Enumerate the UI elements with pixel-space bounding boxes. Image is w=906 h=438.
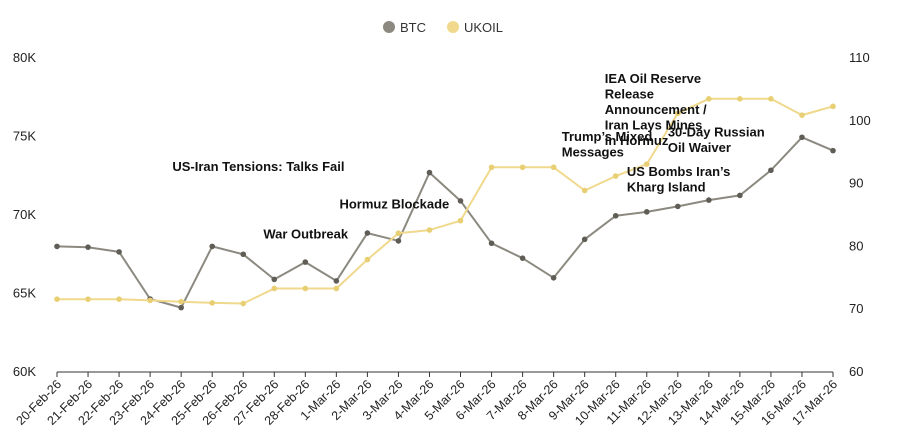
data-point-btc: [612, 212, 619, 219]
annotation-line: Kharg Island: [627, 179, 706, 194]
data-point-btc: [302, 259, 309, 265]
data-point-ukoil: [675, 110, 681, 117]
legend: BTC UKOIL: [383, 20, 503, 35]
annotation-line: Release: [605, 87, 654, 102]
data-point-btc: [799, 134, 805, 141]
y-left-tick-label: 80K: [13, 50, 36, 65]
data-point-btc: [768, 167, 774, 174]
data-point-ukoil: [830, 103, 836, 110]
data-point-btc: [271, 276, 278, 283]
y-right-tick-label: 110: [849, 50, 870, 65]
data-point-ukoil: [209, 300, 215, 306]
data-point-ukoil: [706, 96, 712, 102]
y-left-tick-label: 75K: [13, 129, 36, 144]
y-right-tick-label: 70: [849, 301, 863, 316]
data-point-ukoil: [302, 285, 309, 292]
data-point-btc: [457, 198, 464, 204]
annotation-label: IEA Oil Reserve Release Announcement / Iran…: [605, 71, 707, 148]
data-point-btc: [737, 192, 743, 199]
annotation-label: War Outbreak: [263, 227, 349, 242]
data-point-btc: [519, 255, 526, 261]
annotation-line: War Outbreak: [263, 227, 349, 242]
data-point-btc: [54, 243, 60, 250]
annotation-line: Iran Lays Mines: [605, 118, 703, 133]
legend-label-ukoil: UKOIL: [464, 20, 503, 35]
annotation-label: Hormuz Blockade: [339, 197, 449, 212]
data-point-ukoil: [395, 230, 402, 237]
data-point-ukoil: [54, 296, 60, 302]
data-point-ukoil: [488, 164, 495, 171]
y-left-tick-label: 65K: [13, 286, 36, 301]
annotation-label: 30-Day Russian Oil Waiver: [668, 125, 765, 156]
annotation-line: 30-Day Russian: [668, 125, 765, 140]
annotation-line: Trump’s Mixed: [562, 129, 653, 144]
annotation-line: US Bombs Iran’s: [627, 164, 731, 179]
data-point-ukoil: [581, 187, 588, 194]
data-point-btc: [178, 304, 184, 311]
legend-marker-ukoil: [447, 21, 459, 33]
data-point-ukoil: [364, 256, 371, 263]
data-point-ukoil: [612, 173, 619, 179]
data-point-btc: [488, 240, 495, 247]
annotations: US-Iran Tensions: Talks Fail War Outbreak…: [172, 71, 764, 241]
data-point-ukoil: [240, 300, 247, 307]
data-point-btc: [426, 169, 433, 176]
legend-marker-btc: [383, 21, 395, 33]
data-point-ukoil: [457, 217, 464, 224]
legend-label-btc: BTC: [400, 20, 426, 35]
data-point-btc: [395, 238, 402, 244]
data-point-btc: [581, 236, 588, 243]
series-line-ukoil: [57, 97, 834, 305]
data-point-btc: [364, 230, 371, 236]
annotation-line: Announcement /: [605, 102, 707, 117]
annotation-line: IEA Oil Reserve: [605, 71, 701, 86]
data-point-ukoil: [426, 227, 433, 233]
data-point-btc: [85, 244, 91, 250]
annotation-line: Messages: [562, 145, 624, 160]
series-line-btc: [56, 136, 834, 309]
y-right-tick-label: 80: [849, 238, 863, 253]
data-point-ukoil: [768, 96, 774, 102]
data-point-btc: [830, 147, 836, 154]
data-point-ukoil: [271, 285, 278, 292]
annotation-line: Hormuz Blockade: [339, 197, 449, 212]
data-point-ukoil: [737, 96, 743, 102]
y-right-tick-label: 60: [849, 364, 863, 379]
data-point-btc: [333, 278, 340, 284]
data-point-ukoil: [799, 112, 805, 118]
y-left-tick-label: 70K: [13, 207, 36, 222]
data-point-ukoil: [643, 161, 650, 167]
annotation-label: US-Iran Tensions: Talks Fail: [172, 159, 344, 174]
series: [54, 96, 836, 311]
data-point-btc: [209, 243, 215, 250]
annotation-line: Oil Waiver: [668, 140, 731, 155]
data-point-ukoil: [550, 164, 557, 171]
data-point-btc: [550, 275, 557, 281]
annotation-label: US Bombs Iran’s Kharg Island: [627, 164, 731, 195]
data-point-btc: [240, 251, 247, 258]
annotation-line: US-Iran Tensions: Talks Fail: [172, 159, 344, 174]
data-point-ukoil: [116, 296, 122, 302]
data-point-ukoil: [333, 285, 340, 292]
data-point-btc: [116, 249, 122, 255]
data-point-ukoil: [519, 164, 526, 171]
data-point-ukoil: [85, 296, 91, 302]
data-point-btc: [643, 209, 650, 215]
annotation-line: in Hormuz: [605, 133, 669, 148]
data-point-ukoil: [178, 298, 184, 305]
annotation-label: Trump’s Mixed Messages: [562, 129, 653, 160]
y-left-tick-label: 60K: [13, 364, 36, 379]
y-right-tick-label: 100: [849, 113, 871, 128]
y-right-tick-label: 90: [849, 176, 863, 191]
data-point-btc: [706, 197, 712, 203]
data-point-ukoil: [147, 297, 153, 304]
data-point-btc: [675, 203, 681, 210]
axes: 60K65K70K75K80K6070809010011020-Feb-2621…: [13, 50, 871, 428]
